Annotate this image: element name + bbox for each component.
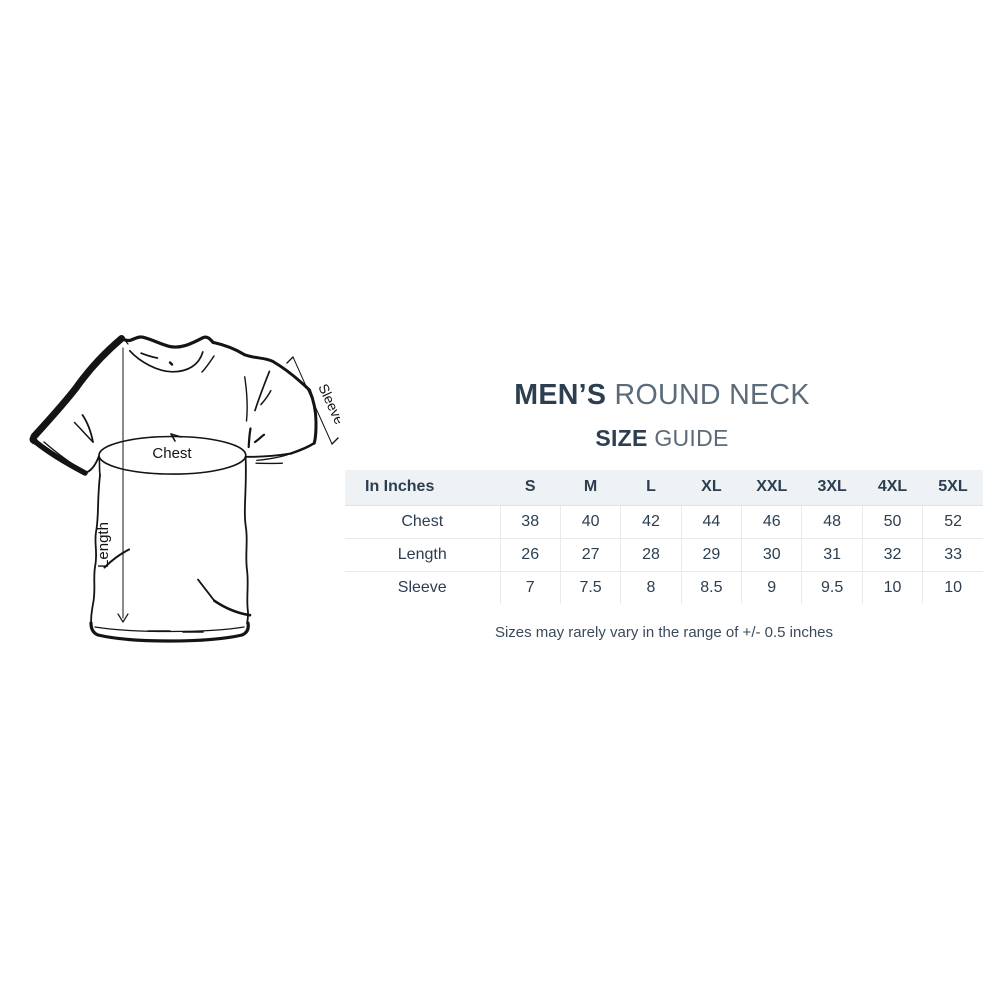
- svg-text:Chest: Chest: [152, 445, 192, 462]
- svg-text:Sleeve: Sleeve: [315, 381, 340, 427]
- svg-text:Length: Length: [95, 522, 112, 568]
